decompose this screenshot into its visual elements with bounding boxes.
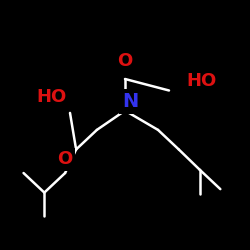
Text: N: N xyxy=(122,92,138,111)
Text: O: O xyxy=(58,150,73,168)
Text: HO: HO xyxy=(186,72,216,90)
Text: HO: HO xyxy=(36,88,66,106)
Text: O: O xyxy=(118,52,132,70)
